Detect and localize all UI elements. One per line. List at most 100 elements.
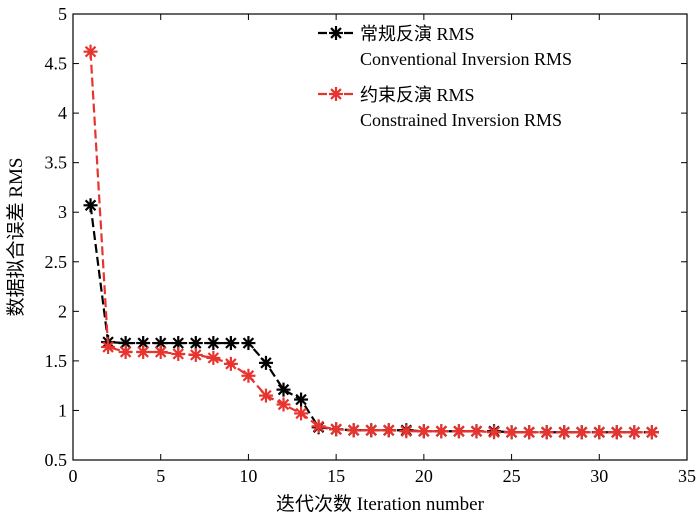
star-stroke	[488, 426, 500, 438]
y-tick-label: 5	[58, 4, 67, 24]
star-stroke	[137, 337, 149, 349]
data-point	[101, 340, 116, 355]
data-point	[364, 423, 379, 438]
x-tick-label: 10	[239, 466, 257, 486]
star-stroke	[330, 27, 342, 39]
plot-area	[72, 13, 688, 461]
star-stroke	[383, 424, 395, 436]
data-point	[574, 425, 589, 440]
data-point	[136, 344, 151, 359]
data-point	[434, 424, 449, 439]
star-stroke	[190, 349, 202, 361]
star-stroke	[330, 88, 342, 100]
data-point	[223, 336, 238, 351]
star-stroke	[260, 357, 272, 369]
data-point	[294, 392, 309, 407]
data-point	[294, 406, 309, 421]
data-point	[188, 347, 203, 362]
x-tick-label: 5	[156, 466, 165, 486]
star-stroke	[102, 341, 114, 353]
star-stroke	[137, 346, 149, 358]
data-point	[241, 368, 256, 383]
y-tick-label: 4.5	[45, 54, 68, 74]
x-tick-label: 25	[503, 466, 521, 486]
legend-label: 常规反演 RMS	[360, 24, 475, 44]
data-point	[118, 344, 133, 359]
y-tick-label: 2.5	[45, 252, 68, 272]
star-stroke	[84, 45, 97, 58]
star-stroke	[611, 426, 623, 438]
y-tick-label: 4	[58, 103, 67, 123]
x-tick-label: 15	[327, 466, 345, 486]
data-point	[258, 388, 273, 403]
data-point	[171, 346, 186, 361]
y-tick-label: 3	[58, 202, 67, 222]
y-tick-label: 1	[58, 400, 67, 420]
data-point	[83, 44, 98, 59]
y-tick-label: 1.5	[45, 351, 68, 371]
data-point	[258, 355, 273, 370]
data-point	[153, 344, 168, 359]
data-point	[153, 336, 168, 351]
data-point	[487, 425, 502, 440]
star-stroke	[260, 389, 272, 402]
data-point	[83, 198, 98, 213]
y-tick-label: 3.5	[45, 153, 68, 173]
star-stroke	[470, 425, 483, 437]
y-axis-label: 数据拟合误差 RMS	[5, 158, 27, 317]
data-point	[469, 424, 484, 439]
y-tick-label: 0.5	[45, 450, 68, 470]
star-stroke	[277, 398, 290, 411]
data-point	[539, 425, 554, 440]
star-stroke	[418, 425, 430, 437]
data-point	[451, 424, 466, 439]
star-stroke	[84, 199, 97, 212]
legend-marker	[329, 87, 343, 101]
star-stroke	[277, 383, 290, 396]
legend-label-en: Constrained Inversion RMS	[360, 110, 562, 130]
star-stroke	[207, 337, 220, 349]
star-stroke	[225, 358, 237, 370]
star-stroke	[558, 426, 570, 438]
data-point	[592, 425, 607, 440]
data-point	[399, 424, 414, 439]
star-stroke	[330, 423, 342, 436]
star-stroke	[505, 426, 518, 438]
data-point	[504, 425, 519, 440]
x-tick-label: 20	[415, 466, 433, 486]
star-stroke	[435, 425, 448, 437]
star-stroke	[576, 426, 588, 438]
data-point	[223, 356, 238, 371]
star-stroke	[295, 393, 307, 406]
star-stroke	[347, 424, 360, 436]
data-point	[206, 350, 221, 365]
legend-marker	[329, 26, 343, 40]
x-axis-label: 迭代次数 Iteration number	[276, 493, 485, 515]
star-stroke	[540, 426, 553, 438]
star-stroke	[593, 426, 606, 438]
star-stroke	[523, 426, 535, 438]
legend-label-en: Conventional Inversion RMS	[360, 49, 572, 69]
data-point	[276, 382, 291, 397]
legend-label: 约束反演 RMS	[360, 85, 475, 105]
x-tick-label: 0	[69, 466, 78, 486]
data-point	[241, 336, 256, 351]
star-stroke	[172, 348, 184, 360]
data-point	[627, 425, 642, 440]
data-point	[609, 425, 624, 440]
star-stroke	[207, 352, 220, 364]
data-point	[329, 422, 344, 437]
star-stroke	[154, 337, 167, 349]
data-point	[416, 424, 431, 439]
star-stroke	[295, 407, 307, 420]
star-stroke	[453, 425, 465, 437]
y-tick-label: 2	[58, 301, 67, 321]
star-stroke	[154, 346, 167, 358]
data-point	[381, 423, 396, 438]
star-stroke	[225, 337, 237, 349]
x-tick-label: 30	[590, 466, 608, 486]
star-stroke	[190, 337, 202, 349]
data-point	[557, 425, 572, 440]
star-stroke	[119, 346, 132, 358]
